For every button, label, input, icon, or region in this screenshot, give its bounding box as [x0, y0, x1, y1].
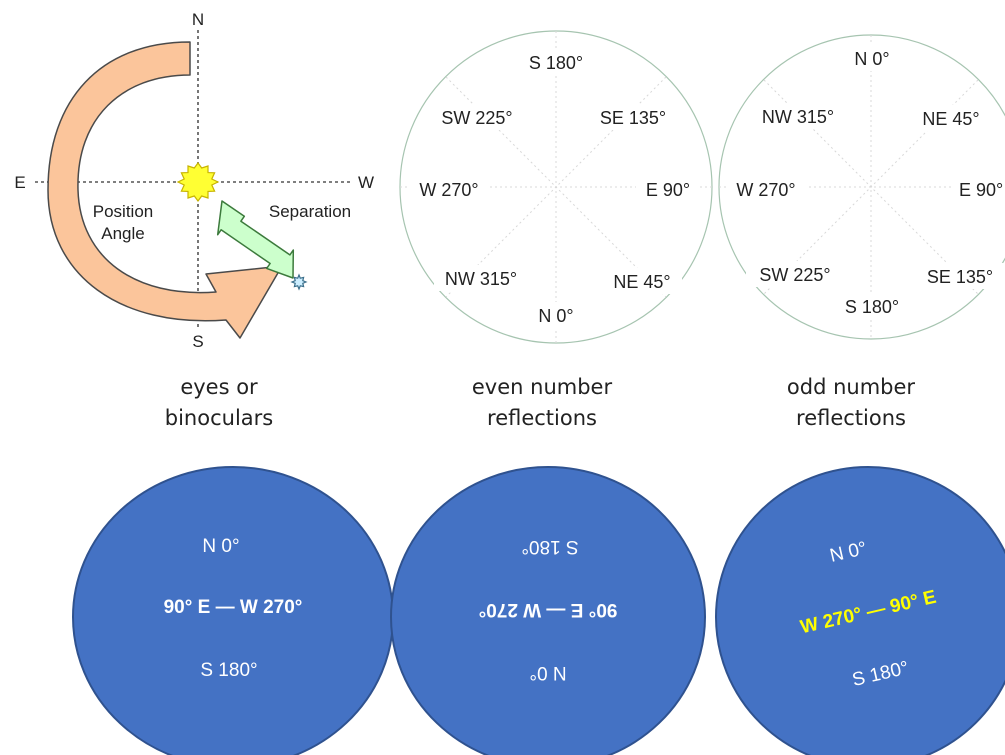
eyes-disc-top: N 0°: [202, 536, 239, 557]
even-circle-right: E 90°: [646, 180, 690, 200]
north-label: N: [192, 10, 204, 29]
east-label: E: [14, 173, 25, 192]
even-disc-middle: 90° E — W 270°: [479, 599, 618, 620]
companion-star-icon: [290, 273, 308, 291]
even-disc-top: S 180°: [521, 536, 578, 557]
eyes-caption: eyes or binoculars: [119, 372, 319, 434]
position-angle-label-line-1: Position: [93, 202, 153, 221]
even-circle-left: W 270°: [419, 180, 478, 200]
eyes-caption-line-1: eyes or: [180, 375, 258, 399]
odd-circle-left: W 270°: [736, 180, 795, 200]
eyes-disc-middle: 90° E — W 270°: [164, 597, 303, 618]
even-caption: even number reflections: [442, 372, 642, 434]
even-circle-lower-left: NW 315°: [445, 269, 517, 289]
even-circle-upper-left: SW 225°: [441, 108, 512, 128]
position-angle-label-line-2: Angle: [101, 224, 144, 243]
even-reflections-compass: S 180° SW 225° SE 135° W 270° E 90° NW 3…: [399, 30, 713, 344]
odd-reflections-compass: N 0° NW 315° NE 45° W 270° E 90° SW 225°…: [718, 34, 1005, 340]
west-label: W: [358, 173, 374, 192]
odd-circle-right: E 90°: [959, 180, 1003, 200]
even-disc-bottom: N 0°: [529, 662, 566, 683]
odd-circle-lower-right: SE 135°: [927, 267, 993, 287]
eyes-disc-bottom: S 180°: [200, 660, 257, 681]
odd-circle-bottom: S 180°: [845, 297, 899, 317]
even-circle-upper-right: SE 135°: [600, 108, 666, 128]
separation-label: Separation: [269, 202, 351, 221]
position-angle-arrow: [47, 41, 283, 339]
separation-arrow: [216, 200, 295, 279]
odd-circle-upper-left: NW 315°: [762, 107, 834, 127]
even-circle-lower-right: NE 45°: [613, 272, 670, 292]
south-label: S: [192, 332, 203, 351]
even-caption-line-2: reflections: [487, 406, 597, 430]
eyes-view-disc: N 0° 90° E — W 270° S 180°: [72, 466, 394, 755]
position-angle-diagram: N S E W Position Angle Separation: [14, 8, 374, 352]
even-reflections-disc: S 180° 90° E — W 270° N 0°: [390, 466, 706, 755]
odd-reflections-disc: N 0° W 270° — 90° E S 180°: [715, 466, 1005, 755]
odd-circle-upper-right: NE 45°: [922, 109, 979, 129]
sun-icon: [176, 161, 220, 203]
even-circle-bottom: N 0°: [538, 306, 573, 326]
odd-caption-line-1: odd number: [786, 375, 916, 399]
odd-caption-line-2: reflections: [796, 406, 906, 430]
odd-caption: odd number reflections: [751, 372, 951, 434]
even-caption-line-1: even number: [471, 375, 613, 399]
odd-circle-top: N 0°: [854, 49, 889, 69]
even-circle-top: S 180°: [529, 53, 583, 73]
odd-circle-lower-left: SW 225°: [759, 265, 830, 285]
eyes-caption-line-2: binoculars: [164, 406, 274, 430]
